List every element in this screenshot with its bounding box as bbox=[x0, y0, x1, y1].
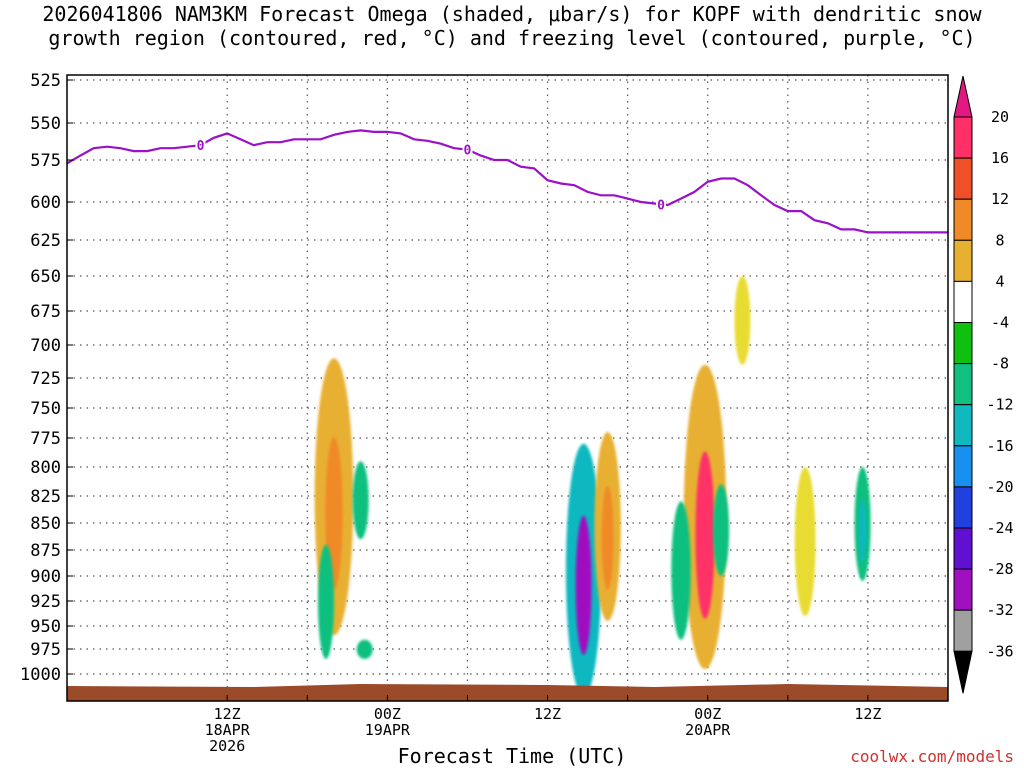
colorbar-segment bbox=[953, 322, 973, 365]
freezing-level-label: 0 bbox=[197, 139, 205, 154]
y-tick-label: 600 bbox=[30, 193, 61, 213]
site-credit: coolwx.com/models bbox=[850, 747, 1014, 766]
omega-region bbox=[794, 467, 816, 616]
colorbar-tick-label: -4 bbox=[991, 314, 1009, 332]
y-tick-label: 875 bbox=[30, 541, 61, 561]
colorbar-segment bbox=[953, 157, 973, 200]
colorbar-tick-label: 12 bbox=[991, 190, 1009, 208]
y-tick-label: 575 bbox=[30, 151, 61, 171]
colorbar-tick-label: -28 bbox=[986, 560, 1013, 578]
colorbar-tick-label: 16 bbox=[991, 149, 1009, 167]
plot-frame bbox=[66, 74, 949, 702]
x-tick-label: 20APR bbox=[685, 721, 731, 739]
colorbar-segment bbox=[953, 486, 973, 529]
colorbar-segment bbox=[953, 239, 973, 282]
y-tick-label: 700 bbox=[30, 336, 61, 356]
colorbar-tick-label: -16 bbox=[986, 437, 1013, 455]
x-tick-label: 00Z bbox=[374, 705, 401, 723]
y-tick-label: 675 bbox=[30, 302, 61, 322]
y-tick-label: 750 bbox=[30, 399, 61, 419]
y-tick-label: 925 bbox=[30, 592, 61, 612]
y-tick-label: 525 bbox=[30, 71, 61, 91]
freezing-label-bg bbox=[656, 196, 667, 211]
colorbar-segment bbox=[953, 568, 973, 611]
x-tick-label: 00Z bbox=[694, 705, 721, 723]
freezing-level-line bbox=[67, 129, 948, 234]
omega-core bbox=[695, 451, 715, 619]
x-tick-label: 12Z bbox=[854, 705, 881, 723]
y-tick-label: 850 bbox=[30, 514, 61, 534]
colorbar-segment bbox=[953, 280, 973, 323]
x-tick-label: 19APR bbox=[365, 721, 411, 739]
y-tick-label: 900 bbox=[30, 567, 61, 587]
y-tick-label: 550 bbox=[30, 114, 61, 134]
colorbar-tick-label: -8 bbox=[991, 355, 1009, 373]
y-axis-ticks: 525 550 575 600 625 650 675 700 725 750 775 800 825 8… bbox=[20, 71, 73, 685]
title-line-1: 2026041806 NAM3KM Forecast Omega (shaded… bbox=[42, 2, 982, 26]
omega-core bbox=[575, 515, 592, 655]
omega-region bbox=[734, 276, 751, 365]
omega-region bbox=[317, 544, 334, 659]
colorbar-tick-label: -12 bbox=[986, 396, 1013, 414]
y-tick-label: 775 bbox=[30, 429, 61, 449]
colorbar-tick-label: -36 bbox=[986, 642, 1013, 660]
y-tick-label: 625 bbox=[30, 231, 61, 251]
colorbar-segment bbox=[953, 609, 973, 652]
omega-region bbox=[713, 484, 730, 576]
ground-area bbox=[67, 684, 948, 701]
colorbar-tick-label: -24 bbox=[986, 519, 1013, 537]
omega-region bbox=[356, 639, 373, 660]
colorbar-segment bbox=[953, 527, 973, 570]
freezing-level: 0 0 0 bbox=[67, 129, 948, 234]
y-tick-label: 950 bbox=[30, 617, 61, 637]
colorbar-tick-label: 4 bbox=[995, 272, 1004, 290]
y-tick-label: 825 bbox=[30, 487, 61, 507]
omega-core bbox=[601, 485, 614, 590]
x-tick-label: 12Z bbox=[534, 705, 561, 723]
omega-region bbox=[352, 461, 369, 540]
y-tick-label: 975 bbox=[30, 640, 61, 660]
x-tick-label: 18APR bbox=[205, 721, 251, 739]
colorbar-segment bbox=[953, 363, 973, 406]
chart-title: 2026041806 NAM3KM Forecast Omega (shaded… bbox=[0, 2, 1024, 50]
freezing-label-bg bbox=[462, 141, 473, 156]
colorbar-tick-label: -20 bbox=[986, 478, 1013, 496]
y-tick-label: 725 bbox=[30, 369, 61, 389]
freezing-label-bg bbox=[195, 137, 206, 152]
colorbar-segment bbox=[953, 116, 973, 159]
x-tick-label: 2026 bbox=[209, 737, 245, 755]
colorbar-segment bbox=[953, 198, 973, 241]
colorbar-segment bbox=[953, 404, 973, 447]
omega-region bbox=[671, 501, 691, 640]
x-axis-label: Forecast Time (UTC) bbox=[397, 744, 627, 768]
grid-lines bbox=[67, 75, 948, 701]
ground-strip bbox=[67, 684, 948, 701]
y-tick-label: 1000 bbox=[20, 665, 61, 685]
colorbar-tick-label: 8 bbox=[995, 231, 1004, 249]
colorbar-arrow-bottom bbox=[953, 650, 973, 694]
freezing-level-label: 0 bbox=[657, 198, 665, 213]
freezing-level-label: 0 bbox=[464, 144, 472, 159]
x-tick-label: 12Z bbox=[214, 705, 241, 723]
title-line-2: growth region (contoured, red, °C) and f… bbox=[48, 26, 976, 50]
omega-core bbox=[858, 499, 867, 563]
colorbar-segment bbox=[953, 445, 973, 488]
colorbar-arrow-top bbox=[953, 75, 973, 118]
omega-shading bbox=[314, 276, 871, 697]
colorbar-tick-label: -32 bbox=[986, 601, 1013, 619]
y-tick-label: 800 bbox=[30, 458, 61, 478]
colorbar-tick-label: 20 bbox=[991, 108, 1009, 126]
y-tick-label: 650 bbox=[30, 267, 61, 287]
colorbar: 20 16 12 8 4 -4 -8 -12 -16 -20 -24 -28 -32 -36 bbox=[953, 75, 1014, 694]
